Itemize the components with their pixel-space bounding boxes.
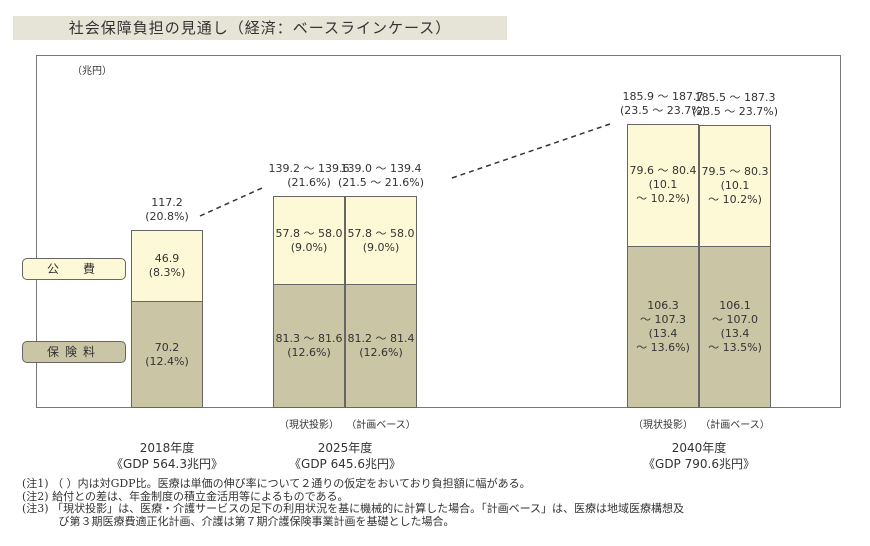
unit-label: （兆円） bbox=[72, 66, 112, 77]
bar-segment-public: 79.6 ～ 80.4 (10.1 ～ 10.2%) bbox=[627, 124, 699, 247]
bar-segment-insurance: 81.2 ～ 81.4 (12.6%) bbox=[345, 284, 417, 408]
gdp-label: 《GDP 790.6兆円》 bbox=[643, 457, 755, 471]
gdp-label: 《GDP 564.3兆円》 bbox=[111, 457, 223, 471]
bar-segment-insurance: 106.1 ～ 107.0 (13.4 ～ 13.5%) bbox=[699, 246, 771, 408]
bar-total-label: 185.9 ～ 187.7 (23.5 ～ 23.7%) bbox=[619, 90, 706, 118]
bar-segment-insurance: 81.3 ～ 81.6 (12.6%) bbox=[273, 284, 345, 408]
bar-segment-insurance: 106.3 ～ 107.3 (13.4 ～ 13.6%) bbox=[627, 245, 699, 408]
bar-caption: （計画ベース） bbox=[346, 420, 416, 431]
bar-caption: （現状投影） bbox=[633, 420, 693, 431]
year-label: 2025年度 bbox=[317, 441, 373, 455]
plot-area bbox=[36, 55, 841, 408]
year-label: 2040年度 bbox=[671, 441, 727, 455]
bar-caption: （現状投影） bbox=[279, 420, 339, 431]
note-1: (注1) （ ）内は対GDP比。医療は単価の伸び率について２通りの仮定をおいてお… bbox=[22, 477, 531, 490]
chart-title: 社会保障負担の見通し（経済：ベースラインケース） bbox=[13, 16, 507, 40]
legend-public: 公 費 bbox=[22, 258, 126, 280]
bar-segment-insurance: 70.2 (12.4%) bbox=[131, 301, 203, 408]
note-2: (注2) 給付との差は、年金制度の積立金活用等によるものである。 bbox=[22, 489, 349, 503]
bar-segment-public: 57.8 ～ 58.0 (9.0%) bbox=[345, 196, 417, 286]
bar-total-label: 185.5 ～ 187.3 (23.5 ～ 23.7%) bbox=[691, 90, 778, 118]
bar-caption: （計画ベース） bbox=[700, 420, 770, 431]
bar-total-label: 117.2 (20.8%) bbox=[145, 196, 189, 223]
bar-total-label: 139.2 ～ 139.6 (21.6%) bbox=[268, 162, 350, 190]
note-3: (注3) 「現状投影」は、医療・介護サービスの足下の利用状況を基に機械的に計算し… bbox=[22, 502, 685, 515]
bar-segment-public: 57.8 ～ 58.0 (9.0%) bbox=[273, 196, 345, 286]
bar-segment-public: 79.5 ～ 80.3 (10.1 ～ 10.2%) bbox=[699, 124, 771, 248]
bar-segment-public: 46.9 (8.3%) bbox=[131, 230, 203, 303]
notes: (注1) （ ）内は対GDP比。医療は単価の伸び率について２通りの仮定をおいてお… bbox=[22, 477, 685, 528]
note-3-cont: び第３期医療費適正化計画、介護は第７期介護保険事業計画を基礎とした場合。 bbox=[22, 514, 455, 528]
legend-insurance: 保険料 bbox=[22, 341, 126, 363]
bar-total-label: 139.0 ～ 139.4 (21.5 ～ 21.6%) bbox=[337, 162, 424, 190]
year-label: 2018年度 bbox=[139, 441, 195, 455]
gdp-label: 《GDP 645.6兆円》 bbox=[289, 457, 401, 471]
